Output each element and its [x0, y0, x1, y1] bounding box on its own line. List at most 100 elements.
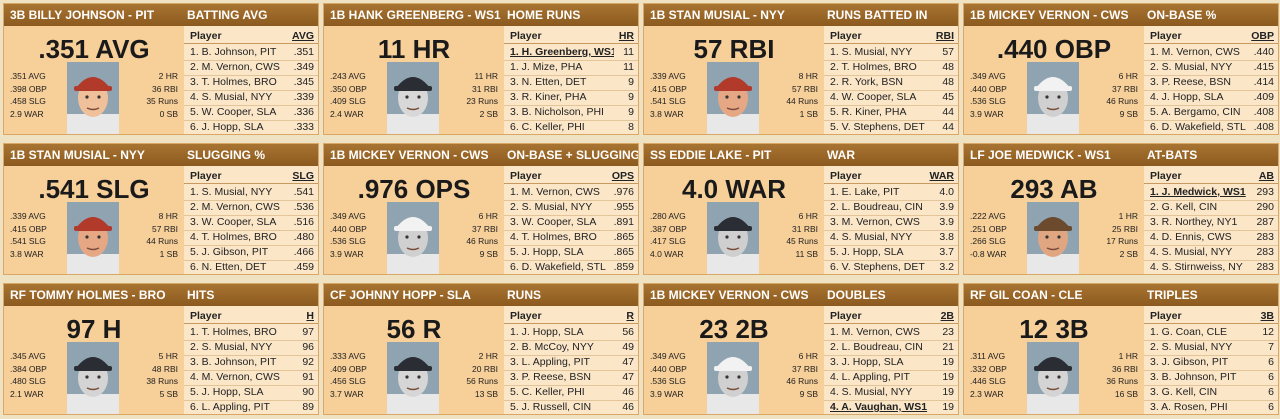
row-player[interactable]: 1. J. Medwick, WS1: [1150, 186, 1246, 198]
leader-card[interactable]: 1B STAN MUSIAL - NYY SLUGGING % .541 SLG .3…: [3, 143, 319, 275]
row-player[interactable]: 6. D. Wakefield, STL: [1150, 121, 1246, 133]
leader-card[interactable]: 1B MICKEY VERNON - CWS DOUBLES 23 2B .349 A…: [643, 283, 959, 415]
table-row[interactable]: 1. M. Vernon, CWS 23: [824, 325, 958, 341]
table-row[interactable]: 3. W. Cooper, SLA .516: [184, 215, 318, 231]
table-row[interactable]: 3. W. Cooper, SLA .891: [504, 215, 638, 231]
row-player[interactable]: 3. W. Cooper, SLA: [190, 216, 277, 228]
row-player[interactable]: 2. S. Musial, NYY: [190, 341, 273, 353]
row-player[interactable]: 3. M. Vernon, CWS: [830, 216, 920, 228]
row-player[interactable]: 4. S. Musial, NYY: [830, 231, 913, 243]
row-player[interactable]: 1. T. Holmes, BRO: [190, 326, 277, 338]
table-row[interactable]: 4. L. Appling, PIT 19: [824, 370, 958, 386]
table-row[interactable]: 6. N. Etten, DET .459: [184, 260, 318, 274]
row-player[interactable]: 5. J. Russell, CIN: [510, 401, 592, 413]
table-row[interactable]: 1. B. Johnson, PIT .351: [184, 45, 318, 61]
table-row[interactable]: 3. M. Vernon, CWS 3.9: [824, 215, 958, 231]
row-player[interactable]: 1. S. Musial, NYY: [830, 46, 913, 58]
row-player[interactable]: 4. T. Holmes, BRO: [510, 231, 597, 243]
row-player[interactable]: 3. B. Johnson, PIT: [190, 356, 277, 368]
table-row[interactable]: 4. W. Cooper, SLA 45: [824, 90, 958, 106]
table-row[interactable]: 2. L. Boudreau, CIN 3.9: [824, 200, 958, 216]
row-player[interactable]: 4. A. Vaughan, WS1: [830, 401, 928, 413]
table-row[interactable]: 5. J. Hopp, SLA 90: [184, 385, 318, 401]
leader-card[interactable]: RF TOMMY HOLMES - BRO HITS 97 H .345 AVG .38…: [3, 283, 319, 415]
leader-card[interactable]: CF JOHNNY HOPP - SLA RUNS 56 R .333 AVG .409…: [323, 283, 639, 415]
table-row[interactable]: 2. S. Musial, NYY 96: [184, 340, 318, 356]
row-player[interactable]: 4. S. Stirnweiss, NY: [1150, 261, 1243, 273]
table-row[interactable]: 5. A. Bergamo, CIN .408: [1144, 105, 1278, 121]
table-row[interactable]: 3. R. Kiner, PHA 9: [504, 90, 638, 106]
table-row[interactable]: 3. B. Johnson, PIT 92: [184, 355, 318, 371]
table-row[interactable]: 1. G. Coan, CLE 12: [1144, 325, 1278, 341]
row-player[interactable]: 1. J. Mize, PHA: [510, 61, 583, 73]
row-player[interactable]: 3. P. Reese, BSN: [510, 371, 591, 383]
row-player[interactable]: 4. J. Hopp, SLA: [1150, 91, 1224, 103]
table-row[interactable]: 3. J. Hopp, SLA 19: [824, 355, 958, 371]
row-player[interactable]: 1. B. Johnson, PIT: [190, 46, 277, 58]
table-row[interactable]: 3. B. Johnson, PIT 6: [1144, 370, 1278, 386]
table-row[interactable]: 3. P. Reese, BSN .414: [1144, 75, 1278, 91]
table-row[interactable]: 1. J. Mize, PHA 11: [504, 60, 638, 76]
table-row[interactable]: 1. S. Musial, NYY .541: [184, 185, 318, 201]
table-row[interactable]: 2. R. York, BSN 48: [824, 75, 958, 91]
table-row[interactable]: 5. J. Gibson, PIT .466: [184, 245, 318, 261]
leader-card[interactable]: 3B BILLY JOHNSON - PIT BATTING AVG .351 AV…: [3, 3, 319, 135]
row-player[interactable]: 1. M. Vernon, CWS: [510, 186, 600, 198]
player-name[interactable]: CF JOHNNY HOPP - SLA: [330, 288, 471, 302]
row-player[interactable]: 3. L. Appling, PIT: [510, 356, 590, 368]
row-player[interactable]: 3. R. Kiner, PHA: [510, 91, 587, 103]
player-photo[interactable]: [707, 202, 759, 274]
table-row[interactable]: 6. C. Keller, PHI 8: [504, 120, 638, 134]
table-row[interactable]: 2. B. McCoy, NYY 49: [504, 340, 638, 356]
table-row[interactable]: 6. J. Hopp, SLA .333: [184, 120, 318, 134]
row-player[interactable]: 3. J. Gibson, PIT: [1150, 356, 1229, 368]
table-row[interactable]: 3. T. Holmes, BRO .345: [184, 75, 318, 91]
leader-card[interactable]: 1B MICKEY VERNON - CWS ON-BASE + SLUGGING…: [323, 143, 639, 275]
table-row[interactable]: 5. W. Cooper, SLA .336: [184, 105, 318, 121]
table-row[interactable]: 3. J. Gibson, PIT 6: [1144, 355, 1278, 371]
row-player[interactable]: 5. R. Kiner, PHA: [830, 106, 907, 118]
table-row[interactable]: 1. H. Greenberg, WS1 11: [504, 45, 638, 61]
table-row[interactable]: 2. T. Holmes, BRO 48: [824, 60, 958, 76]
table-row[interactable]: 1. T. Holmes, BRO 97: [184, 325, 318, 341]
table-row[interactable]: 2. S. Musial, NYY .955: [504, 200, 638, 216]
table-row[interactable]: 2. M. Vernon, CWS .349: [184, 60, 318, 76]
leader-card[interactable]: 1B STAN MUSIAL - NYY RUNS BATTED IN 57 RBI…: [643, 3, 959, 135]
row-player[interactable]: 2. R. York, BSN: [830, 76, 903, 88]
player-name[interactable]: 3B BILLY JOHNSON - PIT: [10, 8, 155, 22]
leader-card[interactable]: LF JOE MEDWICK - WS1 AT-BATS 293 AB .222 AV…: [963, 143, 1279, 275]
row-player[interactable]: 4. S. Musial, NYY: [1150, 246, 1233, 258]
table-row[interactable]: 6. L. Appling, PIT 89: [184, 400, 318, 414]
row-player[interactable]: 1. M. Vernon, CWS: [830, 326, 920, 338]
player-photo[interactable]: [707, 62, 759, 134]
table-row[interactable]: 1. J. Medwick, WS1 293: [1144, 185, 1278, 201]
row-player[interactable]: 1. J. Hopp, SLA: [510, 326, 584, 338]
row-player[interactable]: 1. M. Vernon, CWS: [1150, 46, 1240, 58]
table-row[interactable]: 4. T. Holmes, BRO .480: [184, 230, 318, 246]
table-row[interactable]: 4. J. Hopp, SLA .409: [1144, 90, 1278, 106]
row-player[interactable]: 5. J. Hopp, SLA: [830, 246, 904, 258]
table-row[interactable]: 3. G. Kell, CIN 6: [1144, 385, 1278, 401]
row-player[interactable]: 1. E. Lake, PIT: [830, 186, 900, 198]
row-player[interactable]: 3. R. Northey, NY1: [1150, 216, 1238, 228]
table-row[interactable]: 5. R. Kiner, PHA 44: [824, 105, 958, 121]
leader-card[interactable]: 1B HANK GREENBERG - WS1 HOME RUNS 11 HR .24…: [323, 3, 639, 135]
player-photo[interactable]: [387, 342, 439, 414]
player-name[interactable]: 1B STAN MUSIAL - NYY: [650, 8, 785, 22]
table-row[interactable]: 4. S. Musial, NYY 283: [1144, 245, 1278, 261]
table-row[interactable]: 1. S. Musial, NYY 57: [824, 45, 958, 61]
table-row[interactable]: 4. S. Musial, NYY 19: [824, 385, 958, 401]
row-player[interactable]: 5. C. Keller, PHI: [510, 386, 585, 398]
row-player[interactable]: 1. G. Coan, CLE: [1150, 326, 1228, 338]
row-player[interactable]: 4. M. Vernon, CWS: [190, 371, 280, 383]
row-player[interactable]: 1. S. Musial, NYY: [190, 186, 273, 198]
row-player[interactable]: 2. S. Musial, NYY: [1150, 341, 1233, 353]
row-player[interactable]: 4. W. Cooper, SLA: [830, 91, 917, 103]
table-row[interactable]: 6. V. Stephens, DET 3.2: [824, 260, 958, 274]
row-player[interactable]: 2. M. Vernon, CWS: [190, 61, 280, 73]
table-row[interactable]: 2. L. Boudreau, CIN 21: [824, 340, 958, 356]
row-player[interactable]: 1. H. Greenberg, WS1: [510, 46, 614, 58]
table-row[interactable]: 3. L. Appling, PIT 47: [504, 355, 638, 371]
table-row[interactable]: 5. V. Stephens, DET 44: [824, 120, 958, 134]
player-photo[interactable]: [387, 62, 439, 134]
